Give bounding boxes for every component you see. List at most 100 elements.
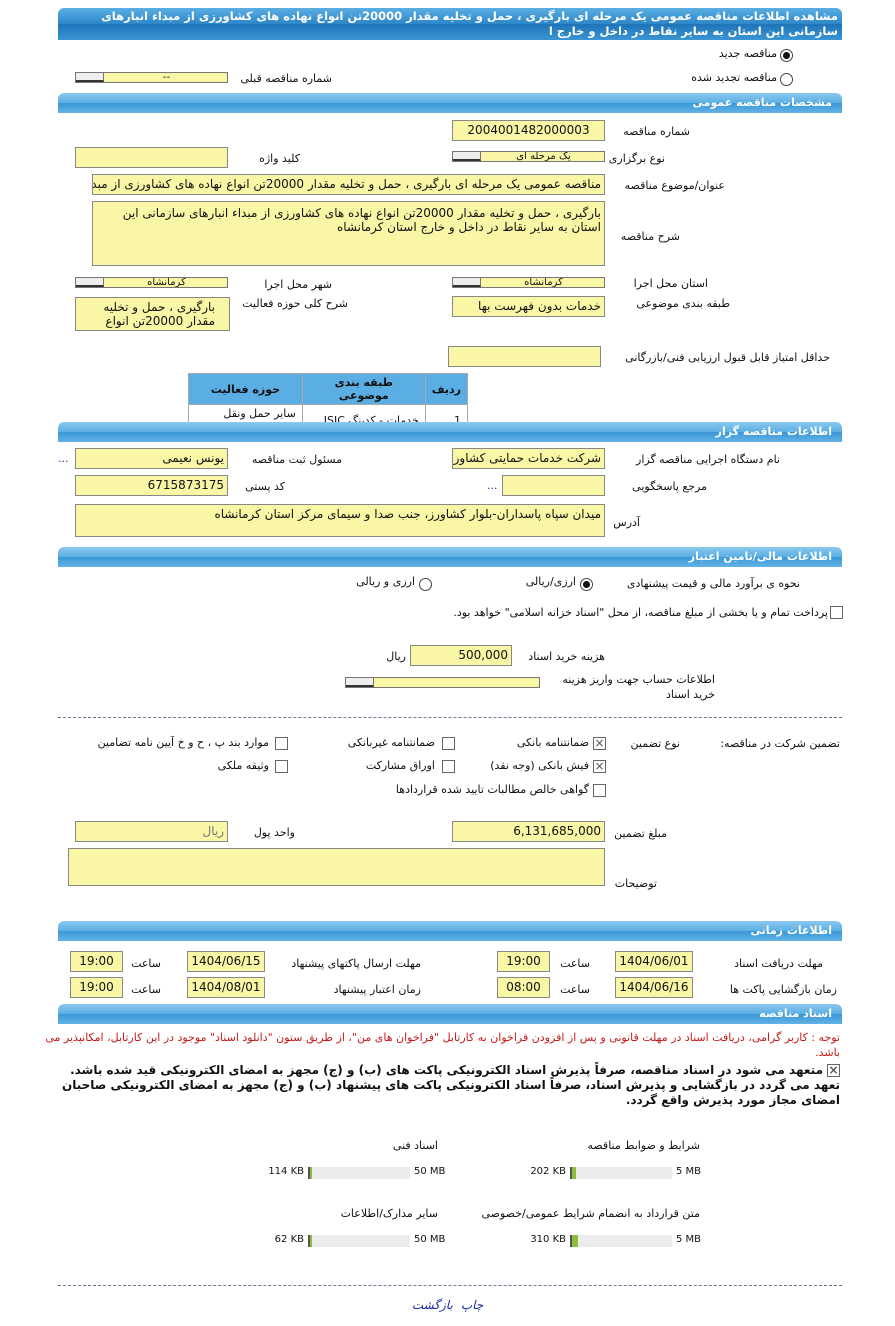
doc-receive-date[interactable]: 1404/06/01 [615, 951, 693, 972]
selected-value: کرمانشاه [524, 277, 563, 288]
label-tender-number: شماره مناقصه [623, 125, 690, 138]
back-link[interactable]: بازگشت [411, 1298, 453, 1312]
label-estimate-both: ارزی و ریالی [356, 575, 415, 588]
guarantee-property-checkbox[interactable] [275, 760, 288, 773]
tender-number-field[interactable]: 2004001482000003 [452, 120, 605, 141]
responsible-more-link[interactable]: ... [58, 452, 69, 465]
currency-field[interactable]: ریال [75, 821, 228, 842]
address-field[interactable]: میدان سپاه پاسداران-بلوار کشاورز، جنب صد… [75, 504, 605, 537]
radio-estimate-both[interactable] [419, 578, 432, 591]
label-prev-number: شماره مناقصه قبلی [240, 72, 332, 85]
file-max-size: 50 MB [414, 1234, 446, 1245]
file-size-bar [308, 1167, 410, 1179]
file-size-bar [570, 1167, 672, 1179]
label-subject: عنوان/موضوع مناقصه [624, 179, 725, 192]
guarantee-bonds-checkbox[interactable] [442, 760, 455, 773]
validity-time[interactable]: 19:00 [70, 977, 123, 998]
guarantee-receivables-checkbox[interactable] [593, 784, 606, 797]
radio-new-tender[interactable] [780, 49, 793, 62]
guarantee-nonbank-checkbox[interactable] [442, 737, 455, 750]
validity-date[interactable]: 1404/08/01 [187, 977, 265, 998]
description-field[interactable]: بارگیری ، حمل و تخلیه مقدار 20000تن انوا… [92, 201, 605, 266]
dropdown-button[interactable] [76, 73, 104, 82]
responsible-field[interactable]: یونس نعیمی [75, 448, 228, 469]
label-new-tender: مناقصه جدید [718, 47, 777, 60]
label-estimate-rial: ارزی/ریالی [525, 575, 576, 588]
file-max-size: 50 MB [414, 1166, 446, 1177]
dropdown-button[interactable] [453, 152, 481, 161]
file-size-fill [308, 1167, 313, 1179]
file-size-fill [308, 1235, 313, 1247]
submit-date[interactable]: 1404/06/15 [187, 951, 265, 972]
guarantee-cash-checkbox[interactable]: × [593, 759, 606, 773]
city-select[interactable]: کرمانشاه [75, 277, 228, 288]
file-size-bar [570, 1235, 672, 1247]
col-category: طبقه بندی موضوعی [301, 373, 426, 405]
radio-renewed-tender[interactable] [780, 73, 793, 86]
label-reference: مرجع پاسخگویی [632, 480, 707, 493]
min-score-field[interactable] [448, 346, 601, 367]
label-open: زمان بازگشایی پاکت ها [729, 983, 837, 996]
doc-fee-unit: ریال [386, 650, 406, 663]
org-field[interactable]: شرکت خدمات حمایتی کشاورزی [452, 448, 605, 469]
account-select[interactable] [345, 677, 540, 688]
file-size: 62 KB [274, 1234, 304, 1245]
label-guarantee-clauses: موارد بند پ ، ح و خ آیین نامه تضامین [97, 736, 269, 749]
reference-field[interactable] [502, 475, 605, 496]
category-field[interactable]: خدمات بدون فهرست بها [452, 296, 605, 317]
dropdown-button[interactable] [346, 678, 374, 687]
holding-type-select[interactable]: یک مرحله ای [452, 151, 605, 162]
file-size-fill [570, 1167, 577, 1179]
col-activity: حوزه فعالیت [188, 373, 303, 405]
reference-more-link[interactable]: ... [487, 479, 498, 492]
selected-value: یک مرحله ای [516, 151, 571, 162]
subject-field[interactable]: مناقصه عمومی یک مرحله ای بارگیری ، حمل و… [92, 174, 605, 195]
page-title: مشاهده اطلاعات مناقصه عمومی یک مرحله ای … [58, 8, 842, 40]
label-description: شرح مناقصه [620, 230, 680, 243]
label-holding-type: نوع برگزاری [608, 152, 665, 165]
postal-field[interactable]: 6715873175 [75, 475, 228, 496]
file-name: متن قرارداد به انضمام شرایط عمومی/خصوصی [481, 1207, 700, 1220]
file-max-size: 5 MB [676, 1166, 702, 1177]
label-validity: زمان اعتبار پیشنهاد [333, 983, 421, 996]
guarantee-clauses-checkbox[interactable] [275, 737, 288, 750]
label-province: استان محل اجرا [633, 277, 708, 290]
guarantee-bank-checkbox[interactable]: × [593, 736, 606, 750]
doc-fee-field[interactable]: 500,000 [410, 645, 512, 666]
label-min-score: حداقل امتیاز قابل قبول ارزیابی فنی/بازرگ… [625, 351, 830, 364]
commit-block: × متعهد می شود در اسناد مناقصه، صرفاً پذی… [46, 1063, 840, 1108]
activity-field[interactable]: بارگیری ، حمل و تخلیه مقدار 20000تن انوا… [75, 297, 230, 331]
label-activity: شرح کلی حوزه فعالیت [242, 297, 348, 310]
radio-estimate-rial[interactable] [580, 578, 593, 591]
activity-table: ردیف طبقه بندی موضوعی حوزه فعالیت 1 خدمات -… [188, 373, 469, 436]
print-link[interactable]: چاپ [460, 1298, 484, 1312]
dropdown-button[interactable] [76, 278, 104, 287]
label-guarantee-cash: فیش بانکی (وجه نقد) [490, 759, 589, 772]
prev-number-select[interactable]: -- [75, 72, 228, 83]
notes-field[interactable] [68, 848, 605, 886]
province-select[interactable]: کرمانشاه [452, 277, 605, 288]
open-time[interactable]: 08:00 [497, 977, 550, 998]
section-organizer: اطلاعات مناقصه گزار [58, 422, 842, 442]
label-guarantee: تضمین شرکت در مناقصه: [720, 737, 840, 750]
file-size: 114 KB [268, 1166, 304, 1177]
label-guarantee-bank: ضمانتنامه بانکی [516, 736, 589, 749]
label-account: اطلاعات حساب جهت واریز هزینه خرید اسناد [562, 673, 715, 701]
label-doc-receive: مهلت دریافت اسناد [734, 957, 823, 970]
file-size-bar [308, 1235, 410, 1247]
divider [58, 717, 842, 718]
label-guarantee-property: وثیقه ملکی [217, 759, 269, 772]
dropdown-button[interactable] [453, 278, 481, 287]
section-docs: اسناد مناقصه [58, 1004, 842, 1024]
open-date[interactable]: 1404/06/16 [615, 977, 693, 998]
guarantee-amount-field[interactable]: 6,131,685,000 [452, 821, 605, 842]
file-size: 310 KB [530, 1234, 566, 1245]
label-submit: مهلت ارسال پاکتهای پیشنهاد [291, 957, 421, 970]
file-size: 202 KB [530, 1166, 566, 1177]
selected-value: -- [162, 72, 171, 83]
submit-time[interactable]: 19:00 [70, 951, 123, 972]
keyword-field[interactable] [75, 147, 228, 168]
treasury-checkbox[interactable] [830, 606, 843, 619]
doc-receive-time[interactable]: 19:00 [497, 951, 550, 972]
label-time: ساعت [560, 957, 590, 970]
